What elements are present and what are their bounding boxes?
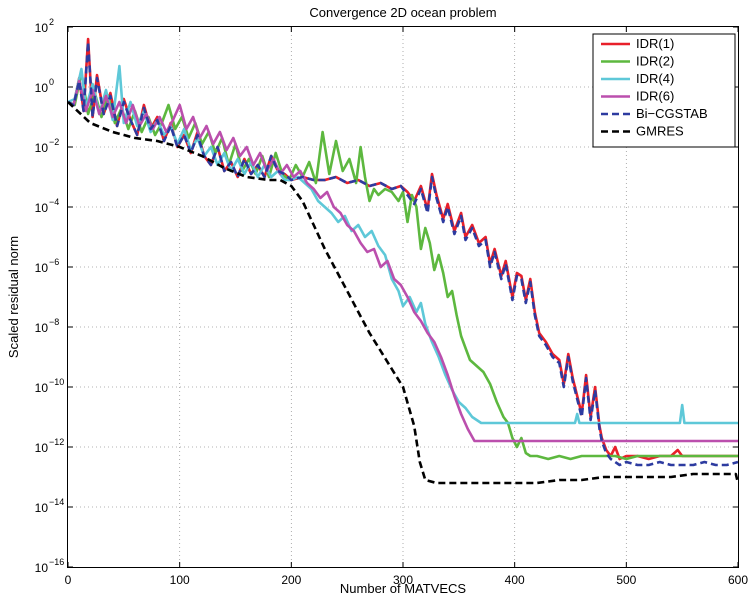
y-tick-label: 10 −4 bbox=[35, 197, 60, 215]
x-tick-label: 200 bbox=[281, 573, 301, 587]
y-tick-exponent: −14 bbox=[49, 497, 64, 507]
y-tick-base: 10 bbox=[35, 561, 49, 575]
legend-box bbox=[592, 33, 736, 148]
x-axis-label: Number of MATVECS bbox=[340, 581, 467, 596]
legend-entry: IDR(1) bbox=[636, 36, 674, 51]
y-tick-exponent: −16 bbox=[49, 557, 64, 567]
y-tick-exponent: 0 bbox=[49, 77, 54, 87]
y-tick-label: 10 −12 bbox=[35, 437, 65, 455]
plot-frame bbox=[67, 26, 739, 568]
series-layer bbox=[67, 37, 740, 485]
chart-title: Convergence 2D ocean problem bbox=[309, 5, 496, 20]
y-tick-exponent: −6 bbox=[49, 257, 59, 267]
legend-entry: GMRES bbox=[636, 124, 684, 139]
y-tick-exponent: −8 bbox=[49, 317, 59, 327]
y-tick-base: 10 bbox=[35, 321, 49, 335]
x-tick-label: 0 bbox=[65, 573, 72, 587]
series-line-4 bbox=[67, 40, 739, 467]
y-tick-base: 10 bbox=[35, 261, 49, 275]
x-tick-label: 600 bbox=[728, 573, 748, 587]
y-tick-exponent: −10 bbox=[49, 377, 64, 387]
y-tick-exponent: −2 bbox=[49, 137, 59, 147]
x-tick-label: 300 bbox=[393, 573, 413, 587]
y-tick-base: 10 bbox=[35, 141, 49, 155]
x-tick-label: 100 bbox=[170, 573, 190, 587]
legend-entry: IDR(6) bbox=[636, 89, 674, 104]
x-tick-label: 400 bbox=[505, 573, 525, 587]
y-tick-exponent: −4 bbox=[49, 197, 59, 207]
y-tick-label: 10 2 bbox=[35, 17, 54, 35]
legend: IDR(1) IDR(2) IDR(4) IDR(6) Bi−CGSTAB GMRES bbox=[592, 33, 736, 148]
y-tick-label: 10 −14 bbox=[35, 497, 65, 515]
y-tick-label: 10 −10 bbox=[35, 377, 65, 395]
y-tick-base: 10 bbox=[35, 21, 49, 35]
y-axis-label: Scaled residual norm bbox=[6, 236, 21, 358]
y-tick-exponent: −12 bbox=[49, 437, 64, 447]
legend-entry: IDR(2) bbox=[636, 54, 674, 69]
series-line-1 bbox=[67, 70, 738, 461]
y-tick-base: 10 bbox=[35, 501, 49, 515]
legend-entry: Bi−CGSTAB bbox=[636, 106, 708, 121]
series-line-5 bbox=[67, 101, 740, 485]
y-tick-base: 10 bbox=[35, 81, 49, 95]
y-tick-label: 10 −8 bbox=[35, 317, 60, 335]
y-tick-label: 10 −6 bbox=[35, 257, 60, 275]
y-tick-exponent: 2 bbox=[49, 17, 54, 27]
x-axis: 0 100 200 300 400 500 600 bbox=[65, 27, 748, 587]
x-tick-label: 500 bbox=[616, 573, 636, 587]
series-line-2 bbox=[67, 64, 738, 425]
y-tick-label: 10 −2 bbox=[35, 137, 60, 155]
y-tick-base: 10 bbox=[35, 441, 49, 455]
legend-entry: IDR(4) bbox=[636, 71, 674, 86]
y-tick-label: 10 −16 bbox=[35, 557, 65, 575]
y-tick-base: 10 bbox=[35, 381, 49, 395]
y-tick-base: 10 bbox=[35, 201, 49, 215]
y-tick-label: 10 0 bbox=[35, 77, 54, 95]
